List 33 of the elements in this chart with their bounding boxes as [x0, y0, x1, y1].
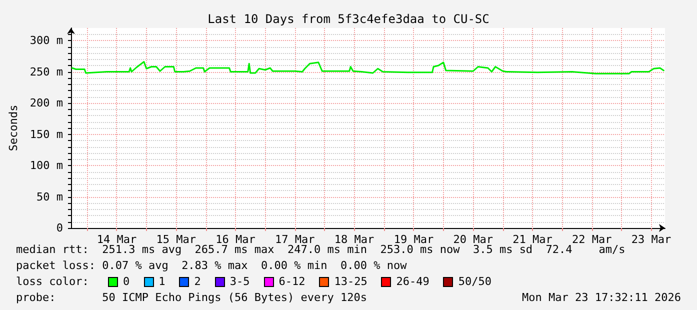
text: 0 — [123, 275, 130, 288]
text: 26-49 — [396, 275, 430, 288]
y-axis-title: Seconds — [7, 104, 20, 152]
y-tick-label: 150 m — [30, 128, 64, 141]
text: 50/50 — [458, 275, 492, 288]
x-tick-label: 18 Mar — [334, 233, 375, 246]
y-tick-label: 300 m — [30, 34, 64, 47]
x-tick-label: 17 Mar — [275, 233, 316, 246]
x-tick-label: 16 Mar — [216, 233, 256, 246]
y-tick-label: 250 m — [30, 65, 64, 78]
y-tick-label: 50 m — [36, 190, 64, 204]
text: 13-25 — [334, 275, 368, 288]
x-tick-label: 23 Mar — [631, 233, 672, 246]
text: 3-5 — [230, 275, 250, 288]
text: 1 — [158, 275, 166, 288]
text: Mon Mar 23 17:32:11 2026 — [522, 291, 682, 304]
y-tick-label: 100 m — [30, 159, 64, 172]
chart-title: Last 10 Days from 5f3c4efe3daa to CU-SC — [208, 12, 490, 26]
text: probe: 50 ICMP Echo Pings (56 Bytes) every 120s — [16, 291, 367, 304]
x-tick-label: 22 Mar — [572, 233, 612, 246]
x-tick-label: 15 Mar — [156, 233, 196, 246]
y-tick-label: 0 — [56, 222, 64, 234]
text: 6-12 — [278, 275, 306, 288]
x-tick-label: 20 Mar — [453, 233, 494, 246]
x-tick-label: 14 Mar — [96, 233, 137, 246]
x-tick-label: 21 Mar — [512, 233, 553, 246]
text: packet loss: 0.07 % avg 2.83 % max 0.00 % min 0.00 % now — [16, 259, 408, 272]
text: 2 — [194, 275, 201, 288]
y-tick-label: 200 m — [30, 96, 64, 110]
text: median rtt: 251.3 ms avg 265.7 ms max 247.0 ms min 253.0 ms now 3.5 ms sd 72.4 am/s — [16, 243, 626, 256]
x-tick-label: 19 Mar — [394, 233, 434, 246]
line-series — [71, 61, 664, 74]
text: loss color: — [16, 275, 89, 288]
